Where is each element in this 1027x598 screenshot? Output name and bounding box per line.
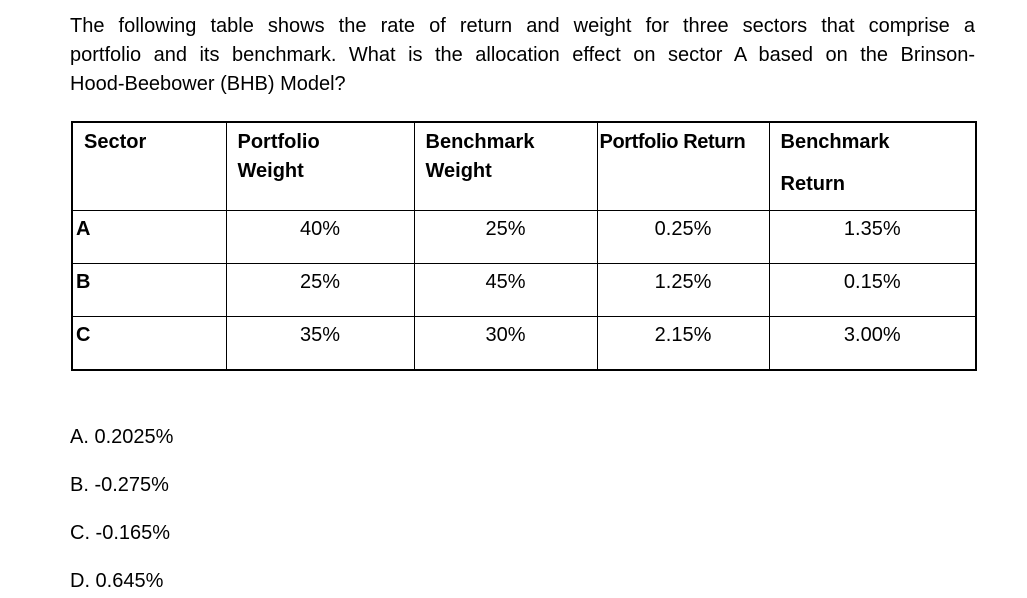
option-b: B. -0.275% <box>70 474 169 496</box>
question-line-1: The following table shows the rate of re… <box>70 15 975 37</box>
col-header-sector: Sector <box>71 121 227 211</box>
portfolio-return-cell: 0.25% <box>596 210 770 264</box>
question-line-2: portfolio and its benchmark. What is the… <box>70 44 975 66</box>
table-row-b: B 25% 45% 1.25% 0.15% <box>71 263 977 317</box>
portfolio-weight-cell: 35% <box>225 316 415 371</box>
table-row-c: C 35% 30% 2.15% 3.00% <box>71 316 977 371</box>
col-header-benchmark-weight: Benchmark Weight <box>413 121 598 211</box>
table-row-a: A 40% 25% 0.25% 1.35% <box>71 210 977 264</box>
benchmark-return-cell: 3.00% <box>768 316 977 371</box>
header-label: Portfolio <box>237 131 320 153</box>
returns-weights-table: Sector Portfolio Weight Benchmark Weight… <box>71 121 977 371</box>
sector-cell: B <box>71 263 227 317</box>
portfolio-weight-cell: 40% <box>225 210 415 264</box>
benchmark-weight-cell: 30% <box>413 316 598 371</box>
benchmark-weight-cell: 25% <box>413 210 598 264</box>
sector-cell: A <box>71 210 227 264</box>
header-label: Sector <box>84 131 147 153</box>
answer-options: A. 0.2025% B. -0.275% C. -0.165% D. 0.64… <box>70 423 1027 595</box>
header-label: Return <box>780 173 845 195</box>
col-header-benchmark-return: Benchmark Return <box>768 121 977 211</box>
sector-cell: C <box>71 316 227 371</box>
portfolio-return-cell: 2.15% <box>596 316 770 371</box>
option-c: C. -0.165% <box>70 522 171 544</box>
portfolio-weight-cell: 25% <box>225 263 415 317</box>
portfolio-return-cell: 1.25% <box>596 263 770 317</box>
col-header-portfolio-weight: Portfolio Weight <box>225 121 415 211</box>
header-label: Portfolio Return <box>599 131 746 153</box>
col-header-portfolio-return: Portfolio Return <box>596 121 770 211</box>
option-d: D. 0.645% <box>70 570 164 592</box>
option-a: A. 0.2025% <box>70 426 174 448</box>
header-label: Weight <box>425 160 492 182</box>
table-header-row: Sector Portfolio Weight Benchmark Weight… <box>71 121 977 211</box>
benchmark-return-cell: 0.15% <box>768 263 977 317</box>
header-label: Benchmark <box>780 131 890 153</box>
header-label: Benchmark <box>425 131 535 153</box>
benchmark-return-cell: 1.35% <box>768 210 977 264</box>
question-line-3: Hood-Beebower (BHB) Model? <box>70 73 346 95</box>
header-label: Weight <box>237 160 304 182</box>
benchmark-weight-cell: 45% <box>413 263 598 317</box>
question-text: The following table shows the rate of re… <box>70 12 975 99</box>
